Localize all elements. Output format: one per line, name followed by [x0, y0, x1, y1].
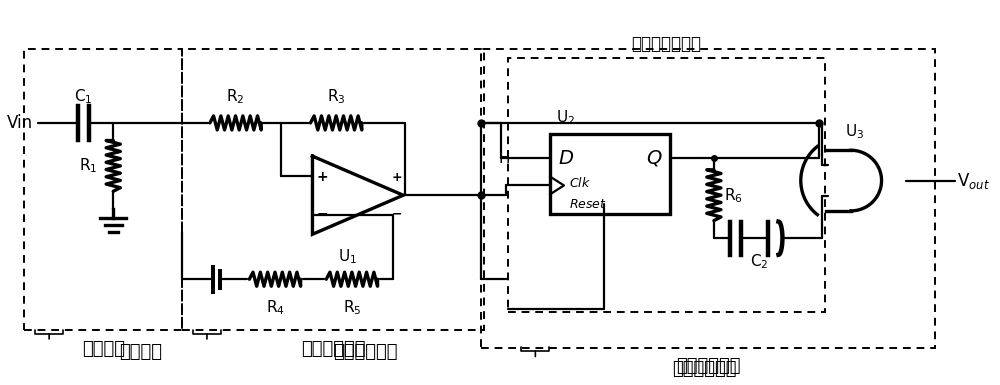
Text: 过零比较单元: 过零比较单元 — [333, 343, 398, 361]
Text: C$_1$: C$_1$ — [74, 88, 93, 106]
Text: 脉宽鉴别单元: 脉宽鉴别单元 — [676, 357, 740, 375]
Text: U$_2$: U$_2$ — [556, 108, 575, 127]
Text: V$_{out}$: V$_{out}$ — [957, 171, 990, 191]
Text: R$_2$: R$_2$ — [226, 88, 245, 106]
Text: U$_3$: U$_3$ — [845, 123, 865, 141]
Text: $\it{Clk}$: $\it{Clk}$ — [569, 176, 591, 189]
Text: R$_4$: R$_4$ — [266, 299, 284, 318]
Bar — [481, 49, 935, 348]
Text: −: − — [392, 207, 403, 220]
Text: R$_6$: R$_6$ — [724, 186, 743, 204]
Text: $\mathbf{\it{Q}}$: $\mathbf{\it{Q}}$ — [646, 148, 663, 168]
Text: $\it{Reset}$: $\it{Reset}$ — [569, 198, 607, 211]
Text: R$_3$: R$_3$ — [327, 88, 345, 106]
Text: C$_2$: C$_2$ — [750, 252, 768, 271]
Text: 微分单元: 微分单元 — [119, 343, 162, 361]
Text: R$_1$: R$_1$ — [79, 157, 97, 175]
Bar — [182, 49, 484, 330]
Text: 微分单元: 微分单元 — [82, 340, 125, 358]
Text: 上升沿观测窗口: 上升沿观测窗口 — [632, 35, 702, 53]
Bar — [550, 134, 670, 214]
Text: U$_1$: U$_1$ — [338, 247, 357, 266]
Text: 过零比较单元: 过零比较单元 — [301, 340, 365, 358]
Text: $\mathbf{\it{D}}$: $\mathbf{\it{D}}$ — [558, 149, 574, 167]
Bar — [24, 49, 182, 330]
Text: Vin: Vin — [7, 114, 33, 132]
Text: R$_5$: R$_5$ — [343, 299, 361, 318]
Text: +: + — [317, 170, 328, 184]
Text: H: H — [498, 151, 510, 166]
Text: +: + — [392, 171, 403, 184]
Text: −: − — [317, 207, 328, 221]
Bar — [508, 59, 825, 313]
Text: 脉宽鉴别单元: 脉宽鉴别单元 — [672, 360, 736, 378]
